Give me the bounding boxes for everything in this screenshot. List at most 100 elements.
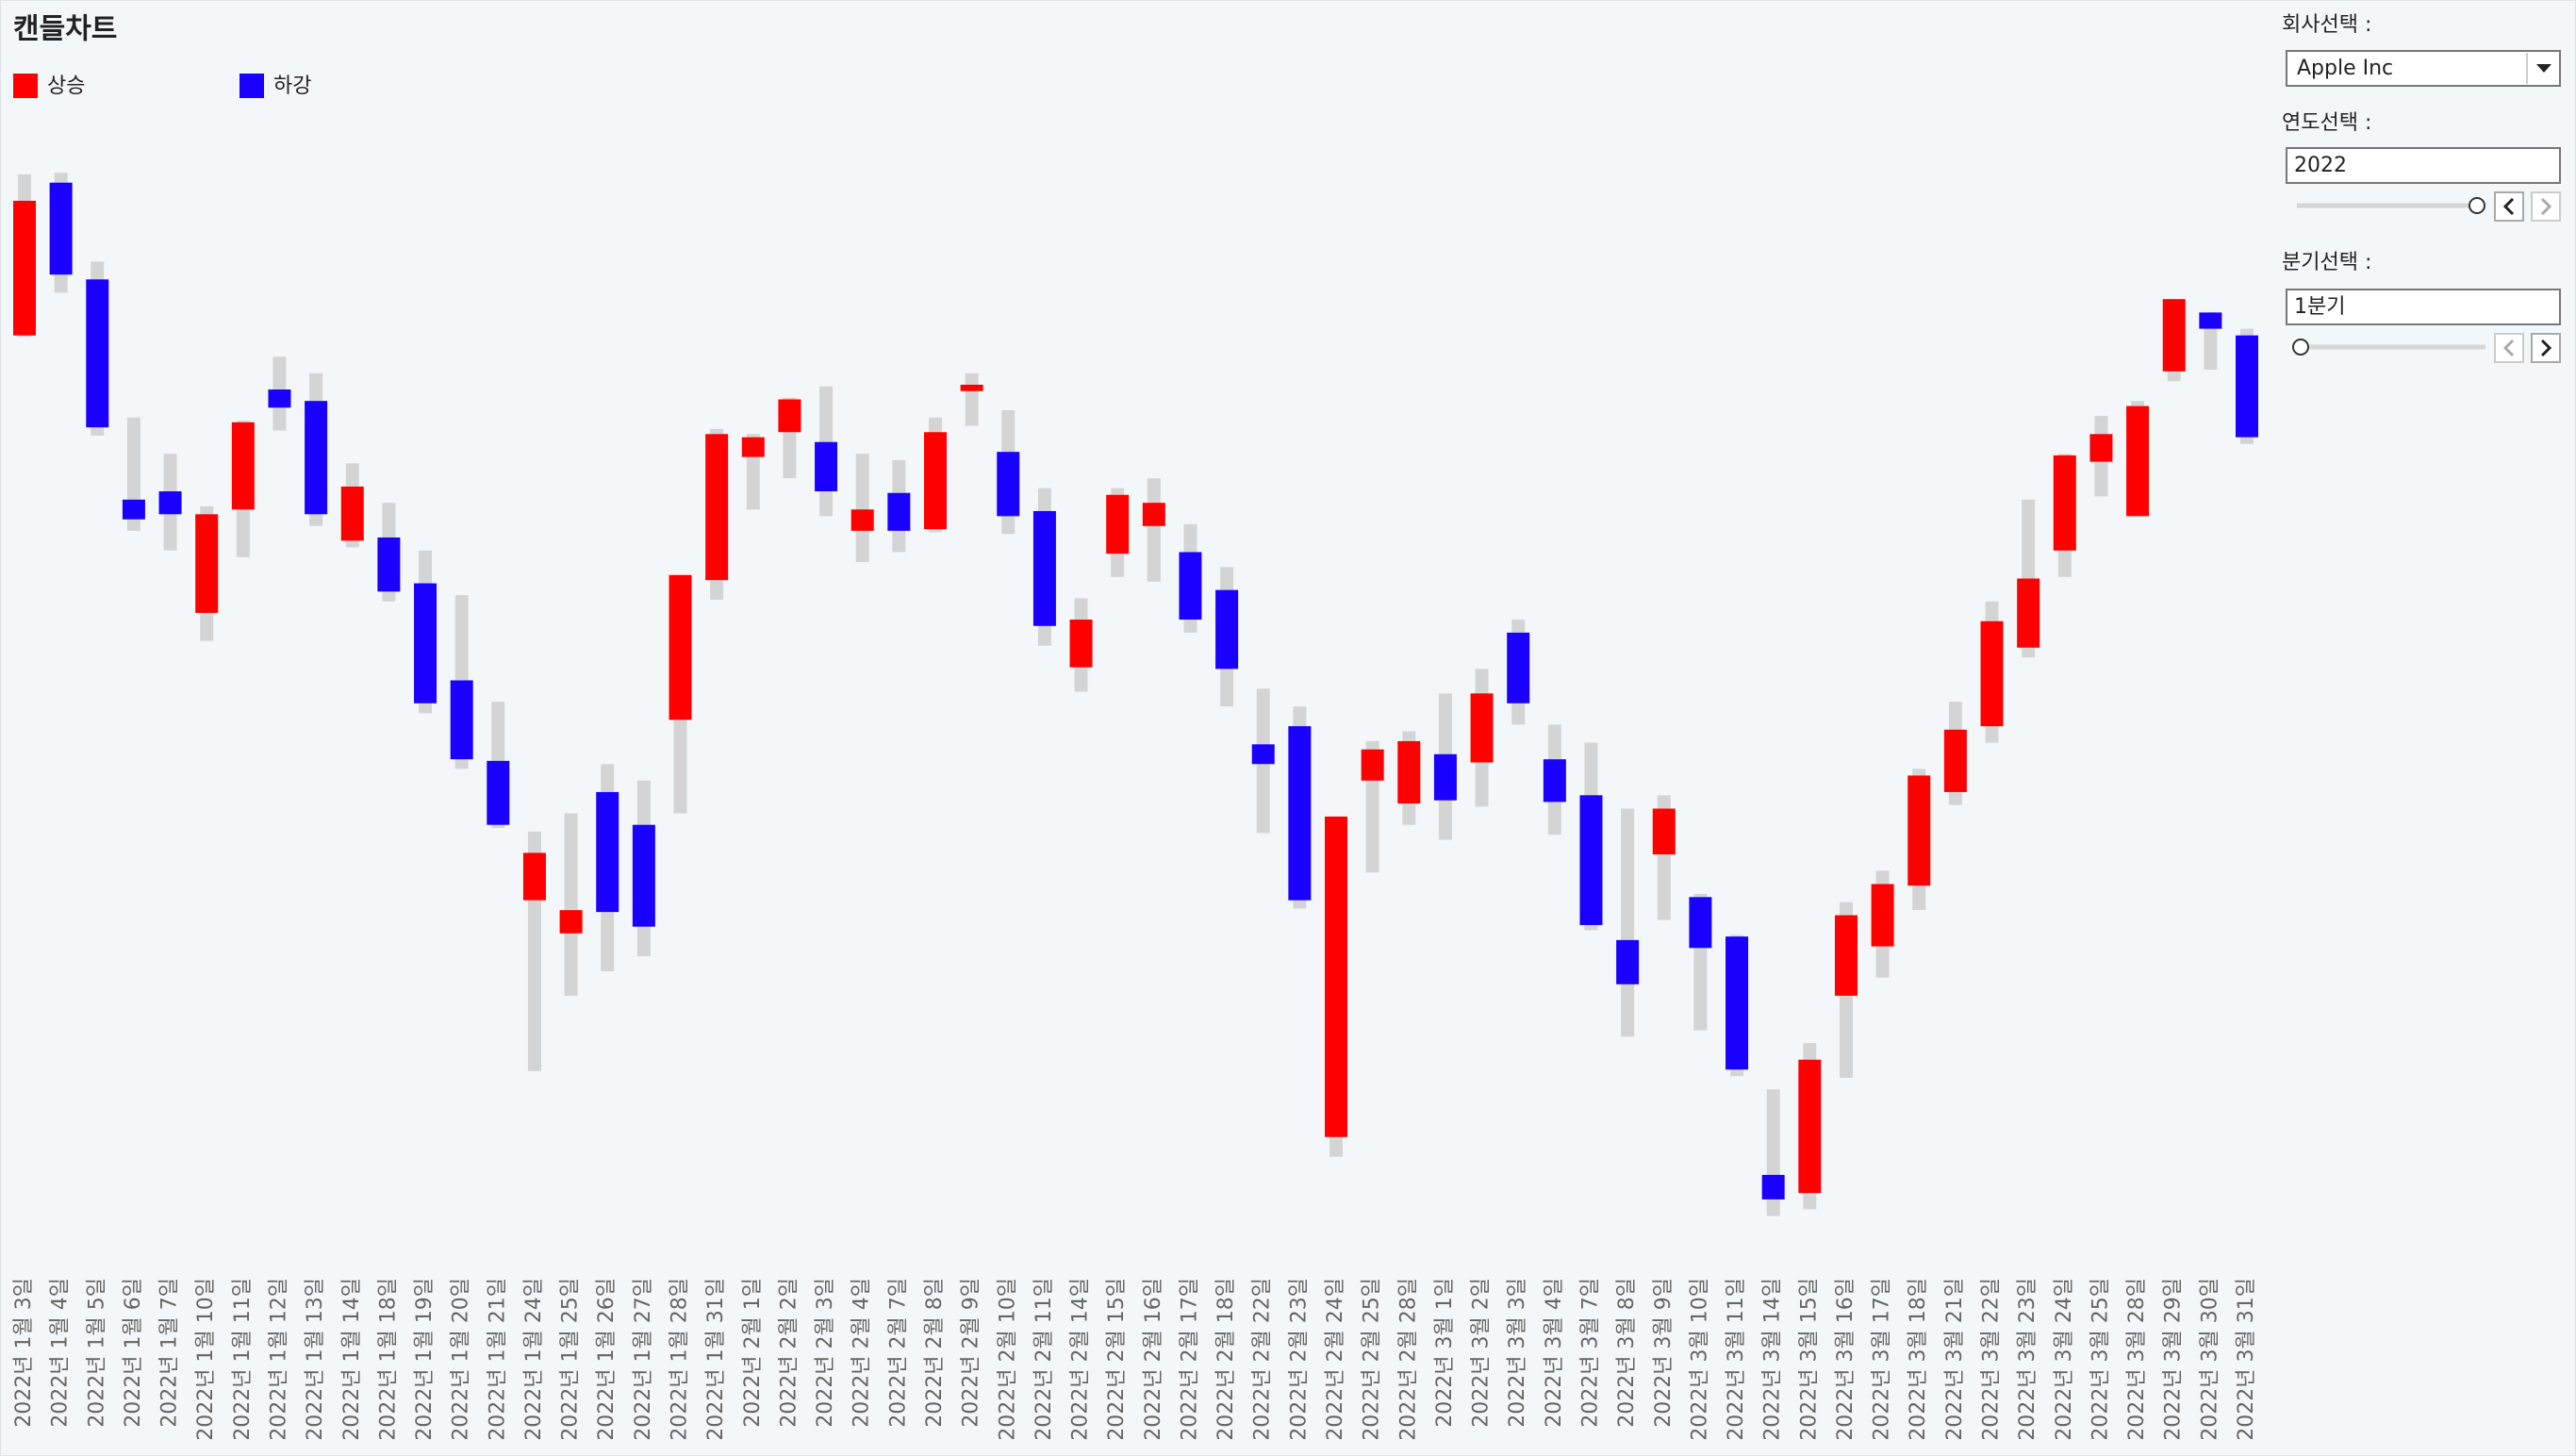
prev-button[interactable] [2494,333,2524,363]
candle-body [559,910,583,934]
x-tick-label: 2022년 3월 14일 [1761,1278,1785,1441]
x-tick-label: 2022년 1월 11일 [231,1278,255,1441]
x-tick-label: 2022년 3월 28일 [2125,1278,2149,1441]
x-tick-label: 2022년 3월 9일 [1652,1278,1676,1428]
candle-body [1251,744,1275,765]
candle-body [1543,759,1566,802]
candle-body [2199,312,2222,329]
candle-body [2236,335,2258,438]
x-tick-label: 2022년 3월 29일 [2162,1278,2186,1441]
next-button[interactable] [2531,191,2561,222]
candle-body [1980,620,2004,727]
x-tick-label: 2022년 3월 30일 [2198,1278,2221,1441]
company-dropdown[interactable] [2286,50,2561,87]
candle-body [487,760,510,825]
x-tick-label: 2022년 1월 12일 [267,1278,290,1441]
x-tick-label: 2022년 2월 4일 [850,1278,874,1428]
x-tick-label: 2022년 1월 4일 [49,1278,73,1428]
candle-body [86,279,109,428]
candle-body [1179,552,1202,620]
candle-body [1943,729,1967,792]
slider-knob[interactable] [2292,339,2309,356]
candle-body [1652,808,1676,855]
x-tick-label: 2022년 2월 15일 [1105,1278,1129,1441]
candle-body [1361,749,1384,781]
next-icon [2540,339,2552,357]
x-tick-label: 2022년 3월 21일 [1943,1278,1967,1441]
candle-body [158,491,182,515]
x-tick-label: 2022년 2월 1일 [741,1278,765,1428]
dropdown-value: Apple Inc [2297,57,2393,80]
x-tick-label: 2022년 3월 3일 [1506,1278,1529,1428]
candle-body [1726,936,1749,1070]
control-panel: 회사선택 : Apple Inc 연도선택 : 2022 분기선택 : 1분기 [2282,13,2561,363]
x-tick-label: 2022년 1월 27일 [632,1278,655,1441]
input-value: 1분기 [2294,295,2345,319]
x-tick-label: 2022년 3월 11일 [1725,1278,1748,1441]
candle-body [1433,753,1457,801]
candle-body [1470,693,1494,763]
candle-body [1397,740,1421,804]
candle-body [887,492,911,531]
x-tick-label: 2022년 3월 2일 [1470,1278,1494,1428]
x-tick-label: 2022년 3월 25일 [2089,1278,2112,1441]
x-tick-label: 2022년 1월 18일 [376,1278,400,1441]
candle-body [340,486,364,541]
candle-body [1507,632,1530,703]
dropdown-arrow[interactable] [2536,64,2551,73]
candle-body [815,441,838,492]
x-tick-label: 2022년 1월 5일 [85,1278,108,1428]
x-tick-label: 2022년 3월 22일 [1980,1278,2004,1441]
candle-body [522,852,546,901]
candle-wick [855,454,869,562]
legend-swatch [239,74,264,98]
candle-body [741,437,765,457]
candle-body [49,182,73,275]
candle-body [1325,816,1348,1137]
candle-body [705,434,729,581]
candle-body [2162,299,2186,372]
prev-icon [2502,197,2515,216]
prev-button[interactable] [2494,191,2524,222]
next-button[interactable] [2531,333,2561,363]
candle-body [2053,455,2076,551]
x-tick-label: 2022년 3월 8일 [1615,1278,1639,1428]
candle-body [13,200,36,336]
x-tick-label: 2022년 3월 24일 [2053,1278,2076,1441]
candle-body [1907,775,1931,886]
control-label: 회사선택 : [2282,13,2371,37]
candle-body [122,499,145,520]
candle-body [1069,620,1093,668]
candle-body [778,399,801,433]
candle-body [1288,726,1312,901]
x-tick-label: 2022년 1월 3일 [12,1278,36,1428]
candle-body [1215,589,1239,670]
candle-body [1689,897,1712,949]
x-tick-label: 2022년 3월 17일 [1871,1278,1894,1441]
x-tick-label: 2022년 2월 24일 [1324,1278,1347,1441]
candle-body [596,791,619,913]
slider-knob[interactable] [2469,197,2485,214]
candle-wick [1621,808,1635,1037]
x-tick-label: 2022년 2월 28일 [1396,1278,1420,1441]
candle-body [669,574,692,720]
candle-wick [564,813,578,996]
candle-body [231,422,255,510]
x-tick-label: 2022년 1월 7일 [158,1278,182,1428]
x-tick-label: 2022년 2월 17일 [1178,1278,1201,1441]
x-tick-label: 2022년 1월 26일 [595,1278,619,1441]
candle-body [1616,939,1640,984]
quarter-input[interactable] [2286,289,2561,325]
x-tick-label: 2022년 2월 18일 [1214,1278,1238,1441]
candle-body [2017,578,2040,648]
input-value: 2022 [2294,154,2347,177]
x-tick-label: 2022년 1월 31일 [704,1278,728,1441]
x-tick-label: 2022년 1월 28일 [669,1278,692,1441]
x-tick-label: 2022년 1월 10일 [194,1278,218,1441]
year-input[interactable] [2286,147,2561,184]
candle-body [1032,510,1056,626]
candle-body [1834,915,1858,996]
candle-body [632,824,655,927]
